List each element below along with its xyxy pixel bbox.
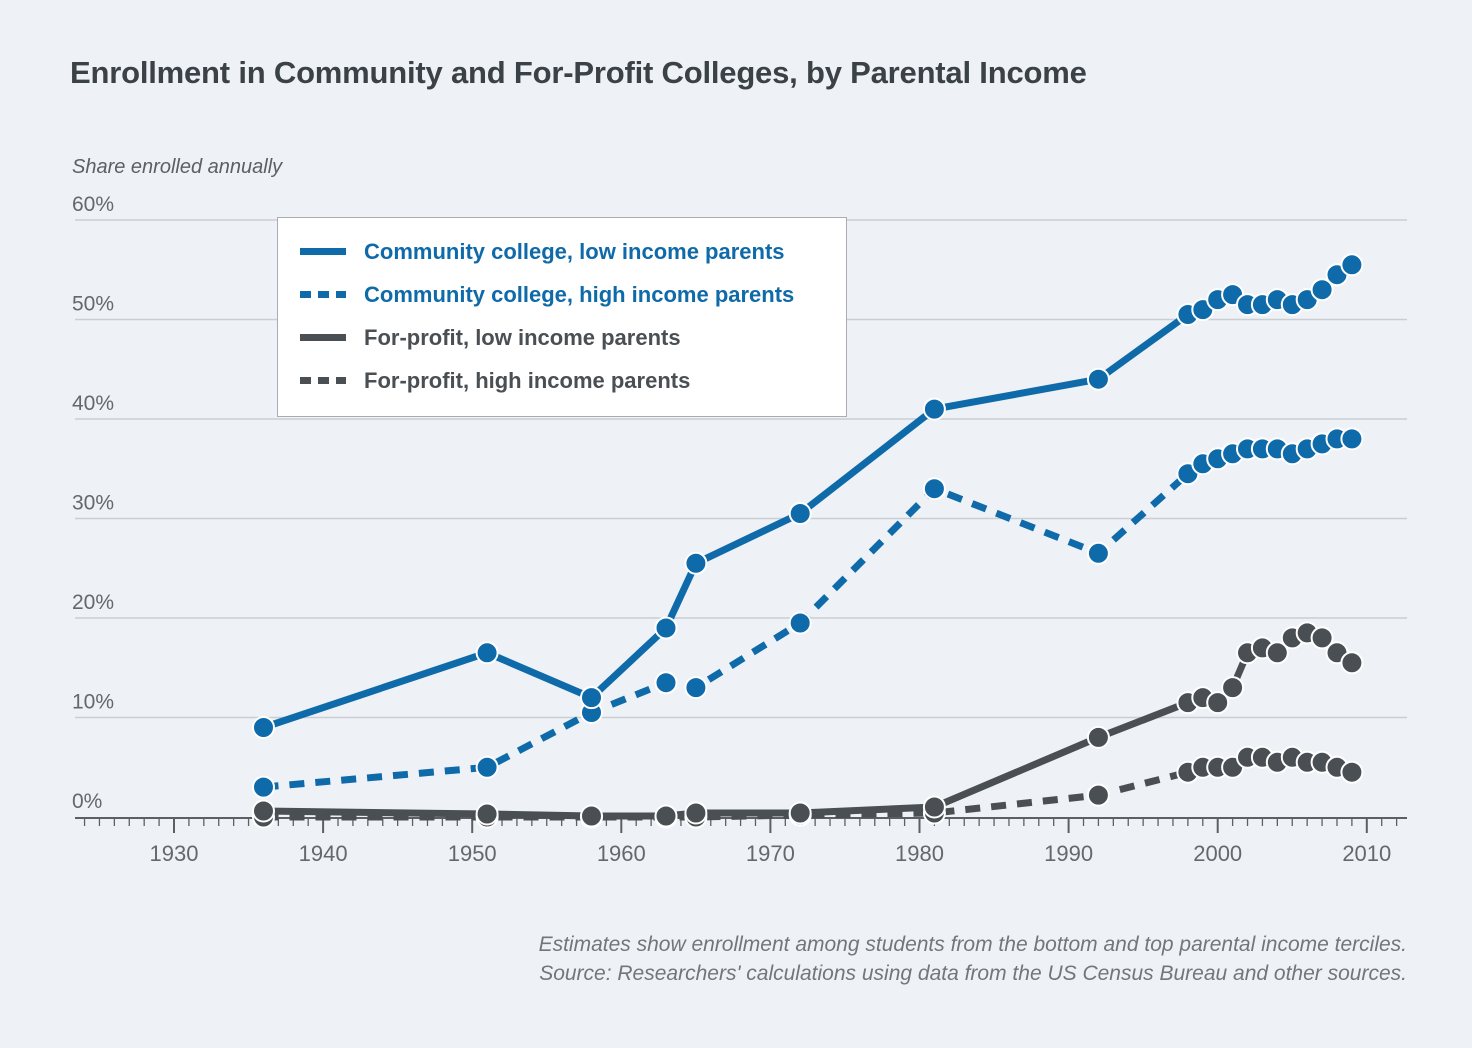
legend-label: For-profit, high income parents — [364, 367, 691, 393]
data-point-cc_low-1936 — [252, 716, 275, 739]
data-point-cc_high-1963 — [654, 671, 678, 695]
data-point-fp_low-1958 — [580, 804, 603, 828]
chart-title: Enrollment in Community and For-Profit C… — [70, 55, 1087, 90]
legend-swatch-solid-blue — [300, 248, 346, 255]
data-point-fp_low-1972 — [788, 801, 812, 825]
data-point-fp_low-1965 — [684, 801, 708, 825]
data-point-fp_low-1936 — [252, 799, 275, 823]
y-tick-label-50: 50% — [72, 293, 114, 316]
legend-label: For-profit, low income parents — [364, 324, 681, 350]
data-point-fp_low-2007 — [1310, 626, 1334, 650]
data-point-fp_low-1981 — [922, 795, 946, 819]
legend-item-fp-low: For-profit, low income parents — [300, 316, 846, 359]
series-line-fp_low — [263, 629, 1354, 820]
note-line-2: Source: Researchers' calculations using … — [539, 962, 1407, 985]
series-line-cc_high — [263, 435, 1352, 791]
data-point-cc_high-1992 — [1086, 541, 1110, 565]
data-point-fp_high-2009 — [1340, 760, 1364, 784]
y-axis-title: Share enrolled annually — [72, 156, 283, 178]
legend-label: Community college, high income parents — [364, 281, 795, 307]
x-tick-label-1950: 1950 — [448, 841, 497, 866]
legend-item-cc-low: Community college, low income parents — [300, 230, 846, 273]
legend: Community college, low income parents Co… — [277, 217, 847, 417]
x-tick-label-2000: 2000 — [1193, 841, 1242, 866]
x-tick-label-1930: 1930 — [150, 841, 199, 866]
source-note: Estimates show enrollment among students… — [539, 930, 1407, 988]
data-point-fp_low-2009 — [1340, 651, 1364, 675]
data-point-cc_high-1936 — [252, 775, 275, 799]
data-point-cc_high-2009 — [1340, 427, 1364, 451]
y-tick-label-40: 40% — [72, 392, 114, 415]
y-tick-label-20: 20% — [72, 591, 114, 614]
data-point-cc_low-1992 — [1086, 367, 1110, 391]
data-point-cc_high-1972 — [788, 611, 812, 635]
data-point-cc_high-1951 — [475, 755, 499, 779]
x-tick-label-1980: 1980 — [895, 841, 944, 866]
data-point-cc_low-2007 — [1310, 278, 1334, 302]
data-point-cc_low-1972 — [788, 502, 812, 525]
x-tick-label-2010: 2010 — [1342, 841, 1391, 866]
y-tick-label-30: 30% — [72, 492, 114, 515]
x-tick-label-1940: 1940 — [299, 841, 348, 866]
data-point-cc_low-2009 — [1340, 253, 1364, 277]
x-tick-label-1960: 1960 — [597, 841, 646, 866]
legend-swatch-solid-dark — [300, 334, 346, 341]
data-point-fp_low-2000 — [1206, 691, 1230, 715]
data-point-cc_high-1981 — [922, 477, 946, 501]
data-point-fp_low-1951 — [475, 802, 499, 826]
data-point-cc_high-1965 — [684, 676, 708, 700]
data-point-cc_low-1958 — [580, 686, 603, 710]
legend-item-fp-high: For-profit, high income parents — [300, 359, 846, 402]
data-point-fp_low-1963 — [654, 804, 678, 828]
data-point-fp_low-2004 — [1265, 641, 1289, 665]
data-point-cc_low-1963 — [654, 616, 678, 640]
note-line-1: Estimates show enrollment among students… — [538, 933, 1407, 956]
data-point-cc_low-1965 — [684, 551, 708, 575]
legend-item-cc-high: Community college, high income parents — [300, 273, 846, 316]
x-tick-label-1990: 1990 — [1044, 841, 1093, 866]
data-point-fp_low-1992 — [1086, 725, 1110, 749]
data-point-fp_low-2001 — [1221, 676, 1245, 700]
x-tick-label-1970: 1970 — [746, 841, 795, 866]
y-tick-label-10: 10% — [72, 691, 114, 714]
data-point-cc_low-1981 — [922, 397, 946, 421]
legend-swatch-dashed-blue — [300, 291, 346, 298]
data-point-cc_low-1951 — [475, 641, 499, 665]
legend-swatch-dashed-dark — [300, 377, 346, 384]
y-tick-label-60: 60% — [72, 193, 114, 216]
y-tick-label-0: 0% — [72, 790, 102, 813]
data-point-fp_high-1992 — [1086, 783, 1110, 807]
legend-label: Community college, low income parents — [364, 238, 785, 264]
